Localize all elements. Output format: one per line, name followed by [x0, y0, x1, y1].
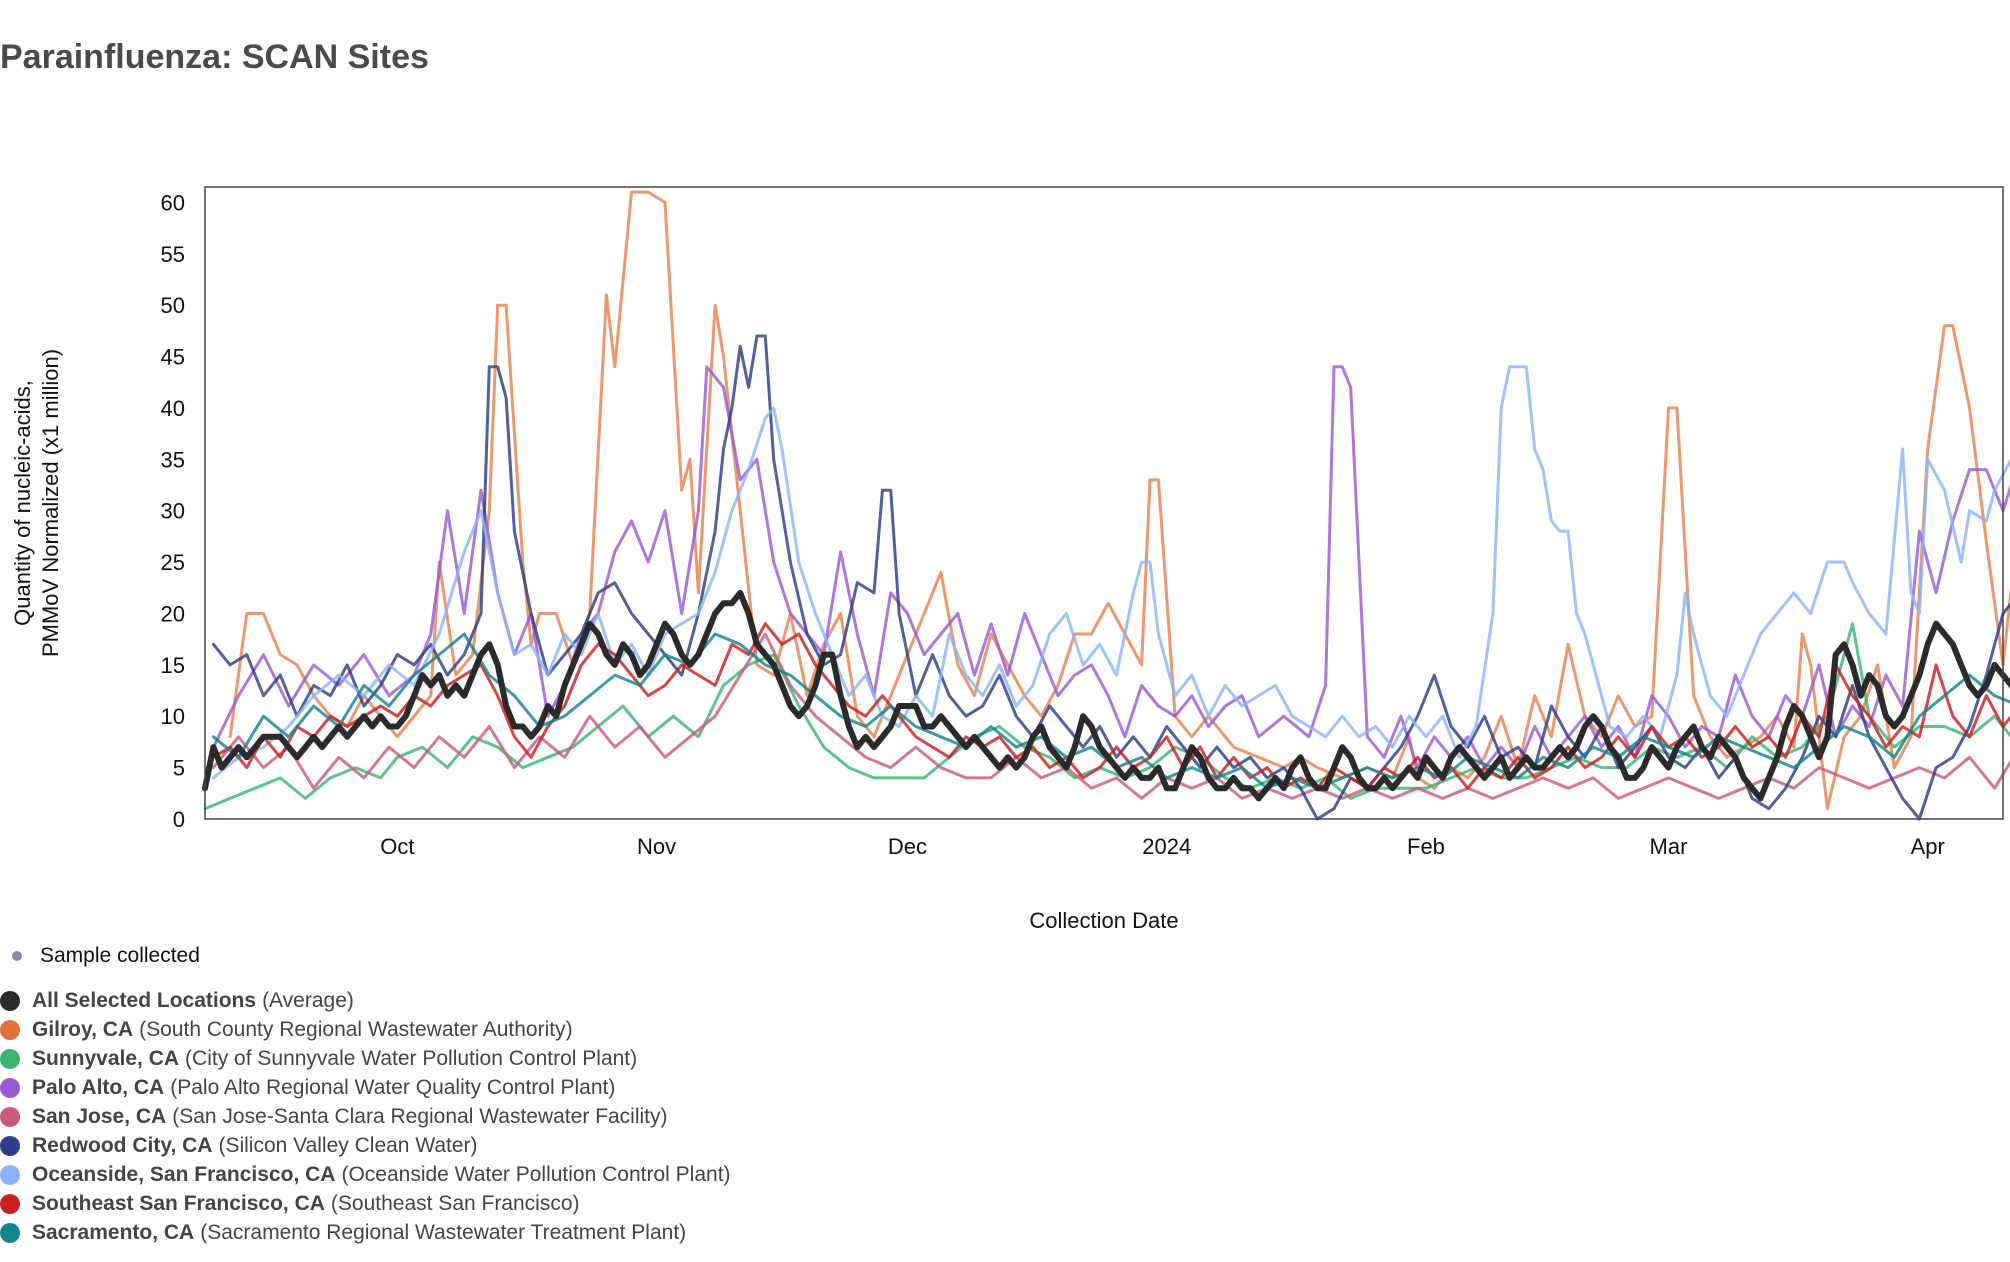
legend-item[interactable]: San Jose, CA (San Jose-Santa Clara Region…	[0, 1102, 731, 1131]
line-chart: 0 5 10 15 20 25 30 35 40 45 50 55 60 Oct Nov Dec 2024 Feb…	[10, 186, 2010, 933]
legend-swatch-icon	[0, 1135, 20, 1156]
y-tick-label: 35	[161, 447, 185, 472]
legend-item-name: Gilroy, CA	[32, 1017, 134, 1041]
x-axis-title: Collection Date	[1029, 908, 1178, 933]
legend-items: All Selected Locations (Average) Gilroy, C…	[0, 986, 731, 1247]
series-line-gilroy-ca[interactable]	[228, 190, 2010, 811]
legend-item-name: Oceanside, San Francisco, CA	[32, 1162, 336, 1186]
plot-frame	[204, 186, 2004, 820]
x-tick-label: Dec	[888, 834, 927, 859]
series-line-sacramento-ca[interactable]	[211, 632, 2010, 790]
legend-item[interactable]: Sunnyvale, CA (City of Sunnyvale Water Po…	[0, 1044, 731, 1073]
y-tick-label: 60	[161, 190, 185, 215]
legend-item-detail: (South County Regional Wastewater Author…	[139, 1017, 573, 1041]
y-axis-title-line-1: Quantity of nucleic-acids,	[10, 380, 35, 626]
y-tick-label: 40	[161, 396, 185, 421]
legend-swatch-icon	[0, 1077, 20, 1098]
legend-item-detail: (City of Sunnyvale Water Pollution Contr…	[185, 1046, 638, 1070]
x-tick-label: Oct	[380, 834, 414, 859]
series-line-palo-alto-ca[interactable]	[211, 365, 2010, 770]
y-axis-title-line-2: PMMoV Normalized (x1 million)	[38, 349, 63, 657]
y-tick-label: 55	[161, 242, 185, 267]
y-tick-label: 15	[161, 653, 185, 678]
legend-item-detail: (Oceanside Water Pollution Control Plant…	[341, 1162, 731, 1186]
x-tick-label: Apr	[1911, 834, 1945, 859]
y-tick-label: 10	[161, 704, 185, 729]
legend-swatch-icon	[0, 1193, 20, 1214]
y-tick-label: 20	[161, 601, 185, 626]
legend-swatch-icon	[0, 990, 20, 1011]
series-line-san-jose-ca[interactable]	[211, 632, 2010, 800]
legend-item-name: Redwood City, CA	[32, 1133, 213, 1157]
legend-item-name: All Selected Locations	[32, 988, 257, 1012]
legend-item-detail: (Palo Alto Regional Water Quality Contro…	[170, 1075, 616, 1099]
page-title: Parainfluenza: SCAN Sites	[0, 38, 429, 76]
x-tick-label: Feb	[1407, 834, 1445, 859]
legend-item-name: Palo Alto, CA	[32, 1075, 165, 1099]
legend-item[interactable]: Gilroy, CA (South County Regional Wastewa…	[0, 1015, 731, 1044]
legend-swatch-icon	[0, 1048, 20, 1069]
y-tick-label: 30	[161, 499, 185, 524]
legend-item-detail: (Average)	[262, 988, 354, 1012]
legend-item-name: Sunnyvale, CA	[32, 1046, 180, 1070]
x-tick-label: Nov	[637, 834, 676, 859]
legend-item[interactable]: Sacramento, CA (Sacramento Regional Waste…	[0, 1218, 731, 1247]
legend-item[interactable]: All Selected Locations (Average)	[0, 986, 731, 1015]
sample-dot-icon	[12, 951, 22, 961]
legend-item[interactable]: Oceanside, San Francisco, CA (Oceanside W…	[0, 1160, 731, 1189]
legend-item-name: Southeast San Francisco, CA	[32, 1191, 325, 1215]
y-tick-label: 50	[161, 293, 185, 318]
legend-item-detail: (Southeast San Francisco)	[330, 1191, 580, 1215]
legend-swatch-icon	[0, 1222, 20, 1243]
legend-item-name: San Jose, CA	[32, 1104, 167, 1128]
legend-item[interactable]: Southeast San Francisco, CA (Southeast Sa…	[0, 1189, 731, 1218]
legend-item-detail: (Sacramento Regional Wastewater Treatmen…	[200, 1220, 687, 1244]
sample-collected-label: Sample collected	[40, 944, 200, 967]
y-tick-label: 0	[173, 807, 185, 832]
legend: Sample collected All Selected Locations(…	[0, 940, 731, 1247]
y-tick-label: 25	[161, 550, 185, 575]
legend-item-detail: (Silicon Valley Clean Water)	[218, 1133, 478, 1157]
legend-item[interactable]: Redwood City, CA (Silicon Valley Clean Wa…	[0, 1131, 731, 1160]
legend-item-name: Sacramento, CA	[32, 1220, 195, 1244]
y-tick-label: 5	[173, 756, 185, 781]
x-tick-label: Mar	[1650, 834, 1688, 859]
legend-sample-collected: Sample collected	[0, 940, 731, 972]
series-line-oceanside-san-francisco-ca[interactable]	[211, 365, 2010, 780]
legend-swatch-icon	[0, 1019, 20, 1040]
legend-item[interactable]: Palo Alto, CA (Palo Alto Regional Water Q…	[0, 1073, 731, 1102]
legend-swatch-icon	[0, 1164, 20, 1185]
y-tick-label: 45	[161, 345, 185, 370]
x-tick-label: 2024	[1142, 834, 1191, 859]
legend-swatch-icon	[0, 1106, 20, 1127]
legend-item-detail: (San Jose-Santa Clara Regional Wastewate…	[172, 1104, 668, 1128]
series-line-all-selected-locations[interactable]	[202, 589, 2010, 802]
